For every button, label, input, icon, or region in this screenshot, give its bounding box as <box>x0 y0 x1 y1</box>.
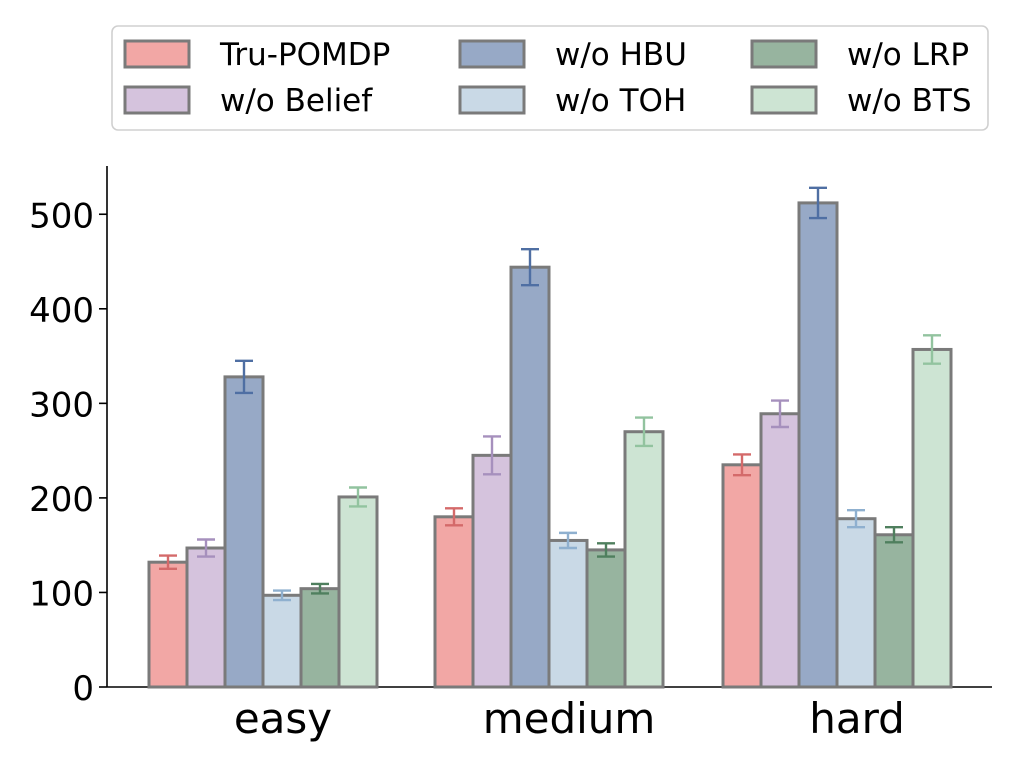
legend-item-tru-pomdp: Tru-POMDP <box>123 37 390 73</box>
bar-w-o-toh-hard <box>835 517 877 689</box>
error-bar-w-o-lrp-hard <box>885 526 903 544</box>
bar-tru-pomdp-hard <box>721 463 763 689</box>
bar-w-o-bts-hard <box>911 347 953 689</box>
y-tick-label: 200 <box>29 480 94 520</box>
legend: Tru-POMDP w/o Belief w/o HBU w/o TOH w/o LRP… <box>111 25 989 131</box>
error-bar-w-o-hbu-hard <box>809 186 827 220</box>
legend-label: w/o LRP <box>847 37 969 73</box>
error-bar-w-o-toh-easy <box>273 589 291 602</box>
error-bar-w-o-bts-easy <box>349 486 367 508</box>
bar-w-o-lrp-medium <box>585 548 627 689</box>
bar-w-o-lrp-hard <box>873 533 915 689</box>
error-bar-w-o-belief-hard <box>771 399 789 429</box>
y-tick-label: 0 <box>72 669 94 709</box>
legend-swatch <box>123 85 191 115</box>
legend-item-w-o-hbu: w/o HBU <box>458 37 687 73</box>
bar-w-o-toh-medium <box>547 538 589 689</box>
error-bar-w-o-bts-medium <box>635 416 653 448</box>
legend-label: w/o BTS <box>847 83 972 119</box>
error-bar-w-o-toh-medium <box>559 531 577 550</box>
bar-w-o-lrp-easy <box>299 587 341 689</box>
bar-w-o-toh-easy <box>261 593 303 689</box>
error-bar-tru-pomdp-medium <box>445 507 463 527</box>
error-bar-w-o-belief-medium <box>483 435 501 476</box>
error-bar-tru-pomdp-easy <box>159 554 177 571</box>
legend-label: w/o HBU <box>555 37 687 73</box>
y-tick-label: 300 <box>29 385 94 425</box>
bar-tru-pomdp-easy <box>147 560 189 689</box>
legend-swatch <box>123 39 191 69</box>
legend-item-w-o-belief: w/o Belief <box>123 83 373 119</box>
y-tick-label: 500 <box>29 196 94 236</box>
bar-w-o-belief-hard <box>759 412 801 689</box>
error-bars <box>159 186 941 602</box>
bar-w-o-hbu-easy <box>223 375 265 689</box>
error-bar-w-o-bts-hard <box>923 334 941 365</box>
error-bar-w-o-toh-hard <box>847 508 865 529</box>
error-bar-w-o-belief-easy <box>197 538 215 558</box>
legend-item-w-o-lrp: w/o LRP <box>750 37 969 73</box>
error-bar-tru-pomdp-hard <box>733 453 751 477</box>
bar-w-o-bts-medium <box>623 430 665 689</box>
x-tick-label-medium: medium <box>483 694 656 743</box>
x-tick-label-easy: easy <box>234 694 332 743</box>
legend-swatch <box>750 39 818 69</box>
legend-label: Tru-POMDP <box>219 37 390 73</box>
bars <box>147 201 953 689</box>
error-bar-w-o-lrp-easy <box>311 582 329 595</box>
legend-label: w/o TOH <box>555 83 686 119</box>
error-bar-w-o-hbu-medium <box>521 248 539 287</box>
legend-item-w-o-toh: w/o TOH <box>458 83 686 119</box>
legend-swatch <box>458 39 526 69</box>
bar-w-o-belief-easy <box>185 546 227 689</box>
y-tick-label: 100 <box>29 574 94 614</box>
y-tick-label: 400 <box>29 291 94 331</box>
error-bar-w-o-hbu-easy <box>235 359 253 395</box>
axes: 0 100 200 300 400 500 easy medium hard <box>29 166 992 743</box>
error-bar-w-o-lrp-medium <box>597 542 615 558</box>
bar-w-o-bts-easy <box>337 495 379 689</box>
bar-w-o-hbu-hard <box>797 201 839 689</box>
legend-label: w/o Belief <box>220 83 373 119</box>
legend-swatch <box>458 85 526 115</box>
bar-w-o-belief-medium <box>471 453 513 689</box>
bar-tru-pomdp-medium <box>433 515 475 689</box>
bar-w-o-hbu-medium <box>509 265 551 689</box>
legend-item-w-o-bts: w/o BTS <box>750 83 972 119</box>
legend-swatch <box>750 85 818 115</box>
x-tick-label-hard: hard <box>809 694 905 743</box>
